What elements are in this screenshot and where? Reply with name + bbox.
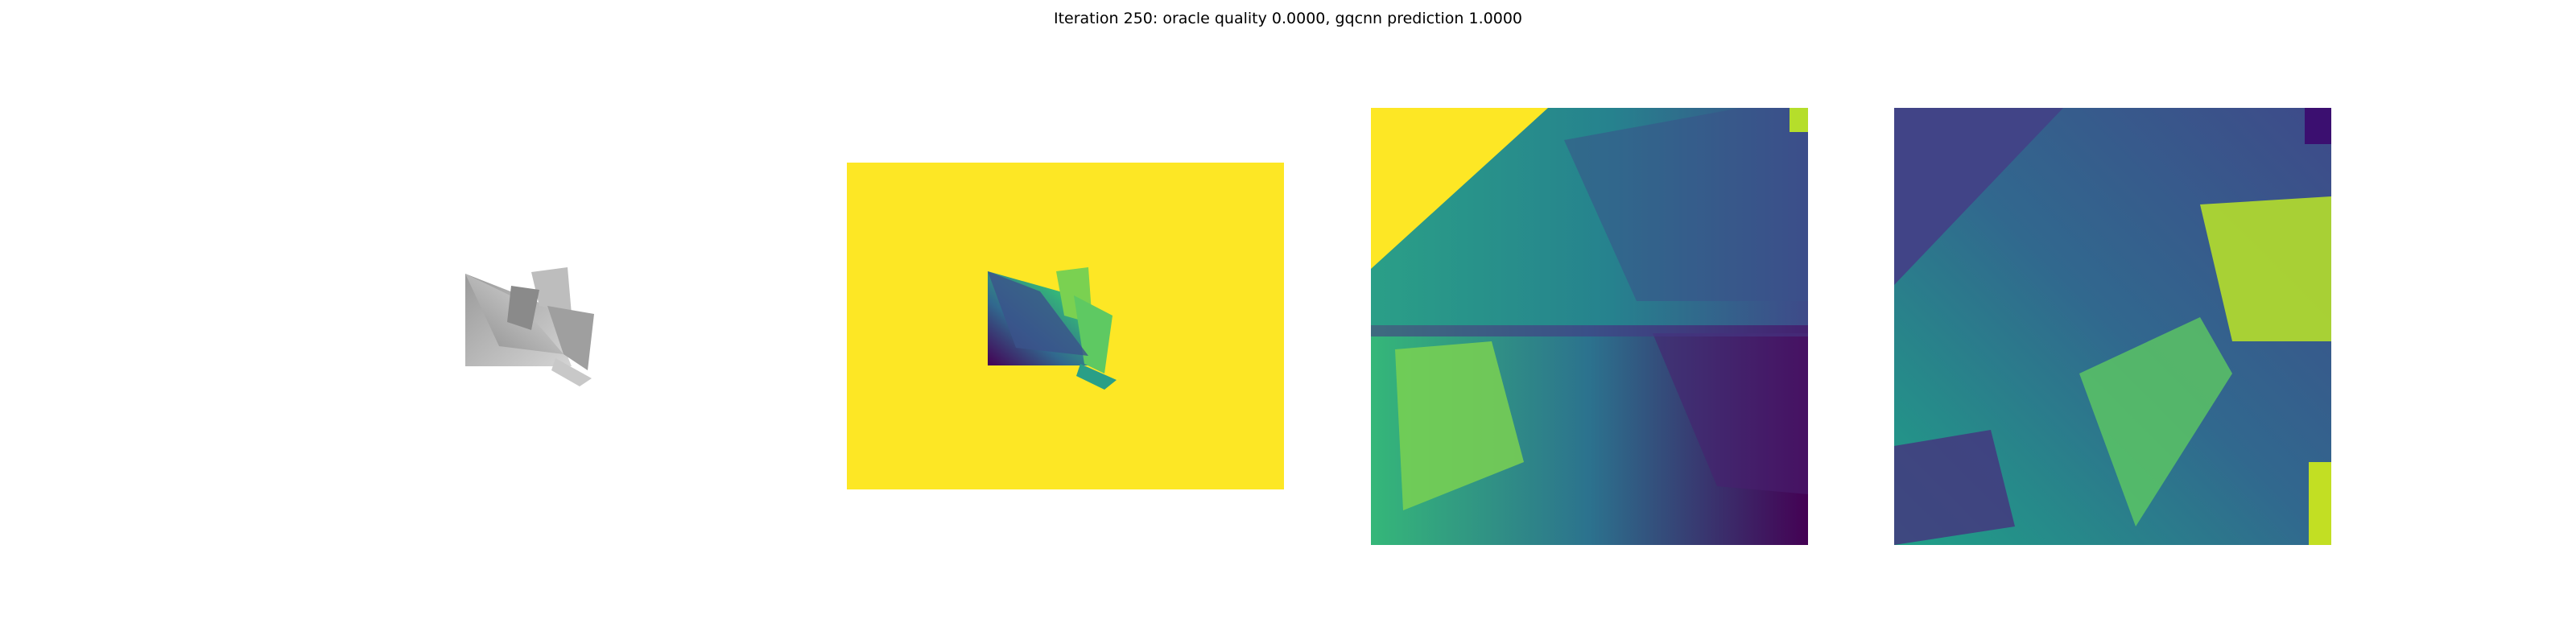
crop2-yellow-patch <box>2200 196 2331 341</box>
crop2-purple-corner <box>1894 108 2063 285</box>
crop1-green-patch <box>1395 341 1524 510</box>
depth-crop-2 <box>1894 108 2331 545</box>
depth-image-svg <box>847 163 1284 489</box>
depth-crop-1 <box>1371 108 1808 545</box>
depth-object-face-5 <box>1076 364 1117 390</box>
rendered-object-svg <box>465 267 594 386</box>
crop2-top-right-patch <box>2305 108 2331 144</box>
depth-crop-1-svg <box>1371 108 1808 545</box>
crop2-bottom-right-patch <box>2309 462 2331 545</box>
depth-crop-2-svg <box>1894 108 2331 545</box>
object-face-3 <box>531 267 572 314</box>
object-face-5 <box>551 358 592 386</box>
crop1-dark-patch <box>1653 333 1808 494</box>
crop1-top-right-patch <box>1790 108 1808 132</box>
object-face-4 <box>547 306 594 370</box>
depth-image <box>847 163 1284 489</box>
object-face-6 <box>507 286 539 330</box>
figure-title: Iteration 250: oracle quality 0.0000, gq… <box>1053 10 1522 27</box>
crop1-yellow-corner <box>1371 108 1548 269</box>
depth-object-face-4 <box>988 271 1088 356</box>
crop1-divider-band <box>1371 325 1808 336</box>
crop2-dark-patch <box>1894 430 2015 545</box>
crop1-blue-band <box>1564 108 1808 301</box>
crop2-green-patch <box>2079 317 2232 526</box>
rendered-object-image <box>451 258 612 386</box>
